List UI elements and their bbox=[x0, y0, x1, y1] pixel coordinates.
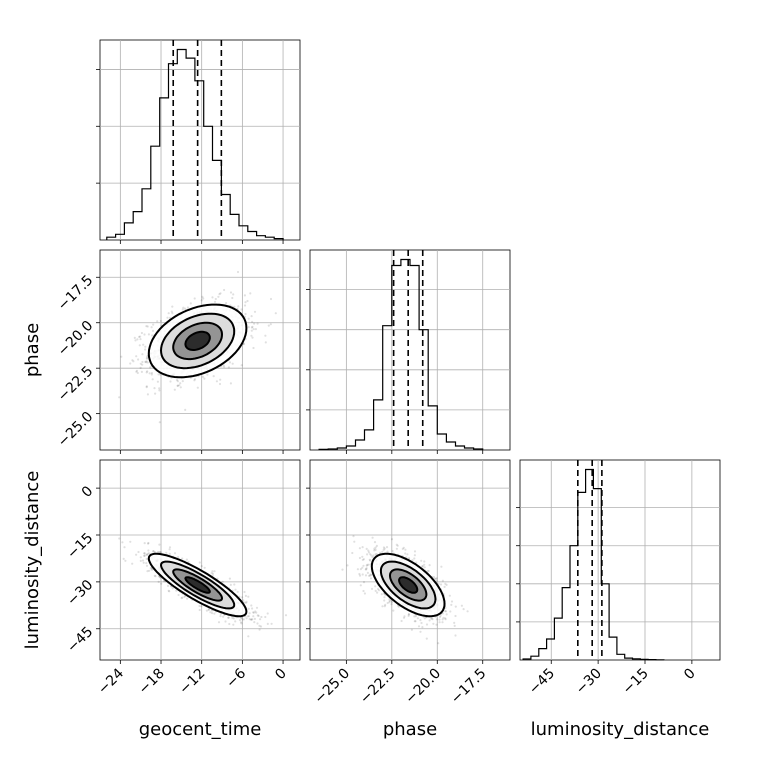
y-tick-label: 0 bbox=[79, 483, 97, 501]
density-fill bbox=[399, 577, 418, 593]
contour-line bbox=[172, 321, 224, 361]
panel-frame bbox=[99, 459, 301, 661]
contour-line bbox=[147, 552, 248, 618]
contour-line bbox=[147, 303, 248, 379]
x-tick-label: −20.0 bbox=[402, 666, 444, 708]
histogram-geocent_time bbox=[106, 48, 284, 241]
y-tick-label: −22.5 bbox=[55, 363, 97, 405]
x-tick-label: −15 bbox=[620, 666, 652, 698]
contour-line bbox=[172, 568, 224, 602]
x-tick-label: −6 bbox=[223, 665, 249, 691]
contour-line bbox=[388, 568, 428, 602]
y-tick-label: −30 bbox=[64, 577, 96, 609]
histogram-phase bbox=[318, 258, 484, 451]
x-tick-label: −24 bbox=[95, 665, 127, 697]
panel-frame bbox=[309, 249, 511, 451]
x-tick-label: −12 bbox=[176, 666, 208, 698]
panel-frame bbox=[99, 39, 301, 241]
contour-line bbox=[379, 560, 437, 610]
x-tick-label: −17.5 bbox=[448, 666, 490, 708]
contour-line bbox=[159, 312, 236, 370]
pair-panel-phase-luminosity_distance bbox=[306, 459, 511, 664]
x-tick-label: −22.5 bbox=[357, 666, 399, 708]
x-tick-label: 0 bbox=[681, 666, 699, 684]
y-tick-label: −45 bbox=[64, 624, 96, 656]
contour-line bbox=[370, 552, 446, 618]
hist-panel-luminosity_distance bbox=[516, 459, 721, 664]
contour-line bbox=[159, 560, 236, 610]
y-tick-label: −15 bbox=[64, 530, 96, 562]
x-tick-label: −45 bbox=[526, 666, 558, 698]
pair-panel-geocent_time-phase bbox=[96, 249, 301, 454]
density-fill bbox=[185, 331, 210, 350]
y-tick-label: −20.0 bbox=[55, 318, 97, 360]
x-tick-label: −25.0 bbox=[312, 666, 354, 708]
panel-frame bbox=[519, 459, 721, 661]
x-axis-label: geocent_time bbox=[139, 719, 262, 740]
y-axis-label: luminosity_distance bbox=[22, 471, 43, 650]
y-axis-label: phase bbox=[22, 323, 43, 377]
histogram-luminosity_distance bbox=[522, 468, 665, 661]
x-axis-label: luminosity_distance bbox=[531, 719, 710, 740]
contour-line bbox=[398, 576, 419, 594]
y-tick-label: −17.5 bbox=[55, 272, 97, 314]
x-tick-label: −18 bbox=[136, 666, 168, 698]
contour-line bbox=[184, 576, 211, 594]
x-axis-label: phase bbox=[383, 719, 437, 740]
y-tick-label: −25.0 bbox=[55, 409, 97, 451]
pair-panel-geocent_time-luminosity_distance bbox=[96, 459, 301, 664]
x-tick-label: −30 bbox=[573, 666, 605, 698]
contour-line bbox=[184, 330, 211, 351]
hist-panel-geocent_time bbox=[96, 39, 301, 244]
hist-panel-phase bbox=[306, 249, 511, 454]
density-fill bbox=[185, 577, 210, 593]
x-tick-label: 0 bbox=[272, 666, 290, 684]
